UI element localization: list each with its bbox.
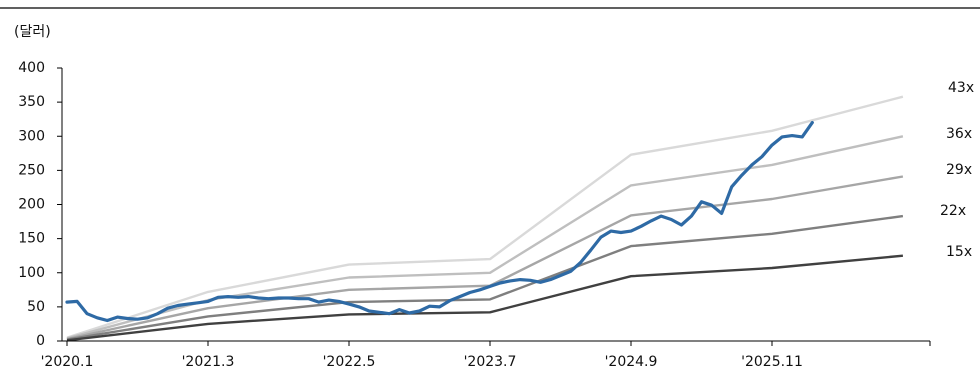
y-unit-label: (달러) [14,24,51,40]
x-tick-label: '2023.7 [464,354,517,370]
y-tick-label: 100 [18,265,45,281]
band-line-43x [66,95,904,339]
band-label-43x: 43x [948,80,974,96]
band-label-22x: 22x [940,203,966,219]
x-axis-ticks: '2020.1 '2021.3 '2022.5 '2023.7 '2024.9 '2025… [41,341,931,370]
band-label-15x: 15x [946,244,972,260]
x-tick-label: '2024.9 [605,354,658,370]
x-tick-label: '2021.3 [182,354,235,370]
x-tick-label: '2022.5 [323,354,376,370]
y-tick-label: 50 [27,299,45,315]
y-tick-label: 300 [18,128,45,144]
price-series [65,121,814,323]
y-tick-label: 200 [18,197,45,213]
y-tick-label: 350 [18,94,45,110]
price-line [65,121,814,323]
band-line-22x [66,214,904,341]
band-labels: 43x 36x 29x 22x 15x [940,80,974,260]
band-label-29x: 29x [946,162,972,178]
band-label-36x: 36x [946,126,972,142]
y-tick-label: 150 [18,231,45,247]
band-line-15x [66,254,904,342]
band-line-36x [66,135,904,340]
y-tick-label: 400 [18,60,45,76]
y-axis-ticks: 0 50 100 150 200 250 300 350 400 [18,60,62,349]
y-tick-label: 250 [18,162,45,178]
band-line-29x [66,175,904,341]
x-tick-label: '2020.1 [41,354,94,370]
x-tick-label: '2025.11 [741,354,803,370]
y-tick-label: 0 [36,333,45,349]
